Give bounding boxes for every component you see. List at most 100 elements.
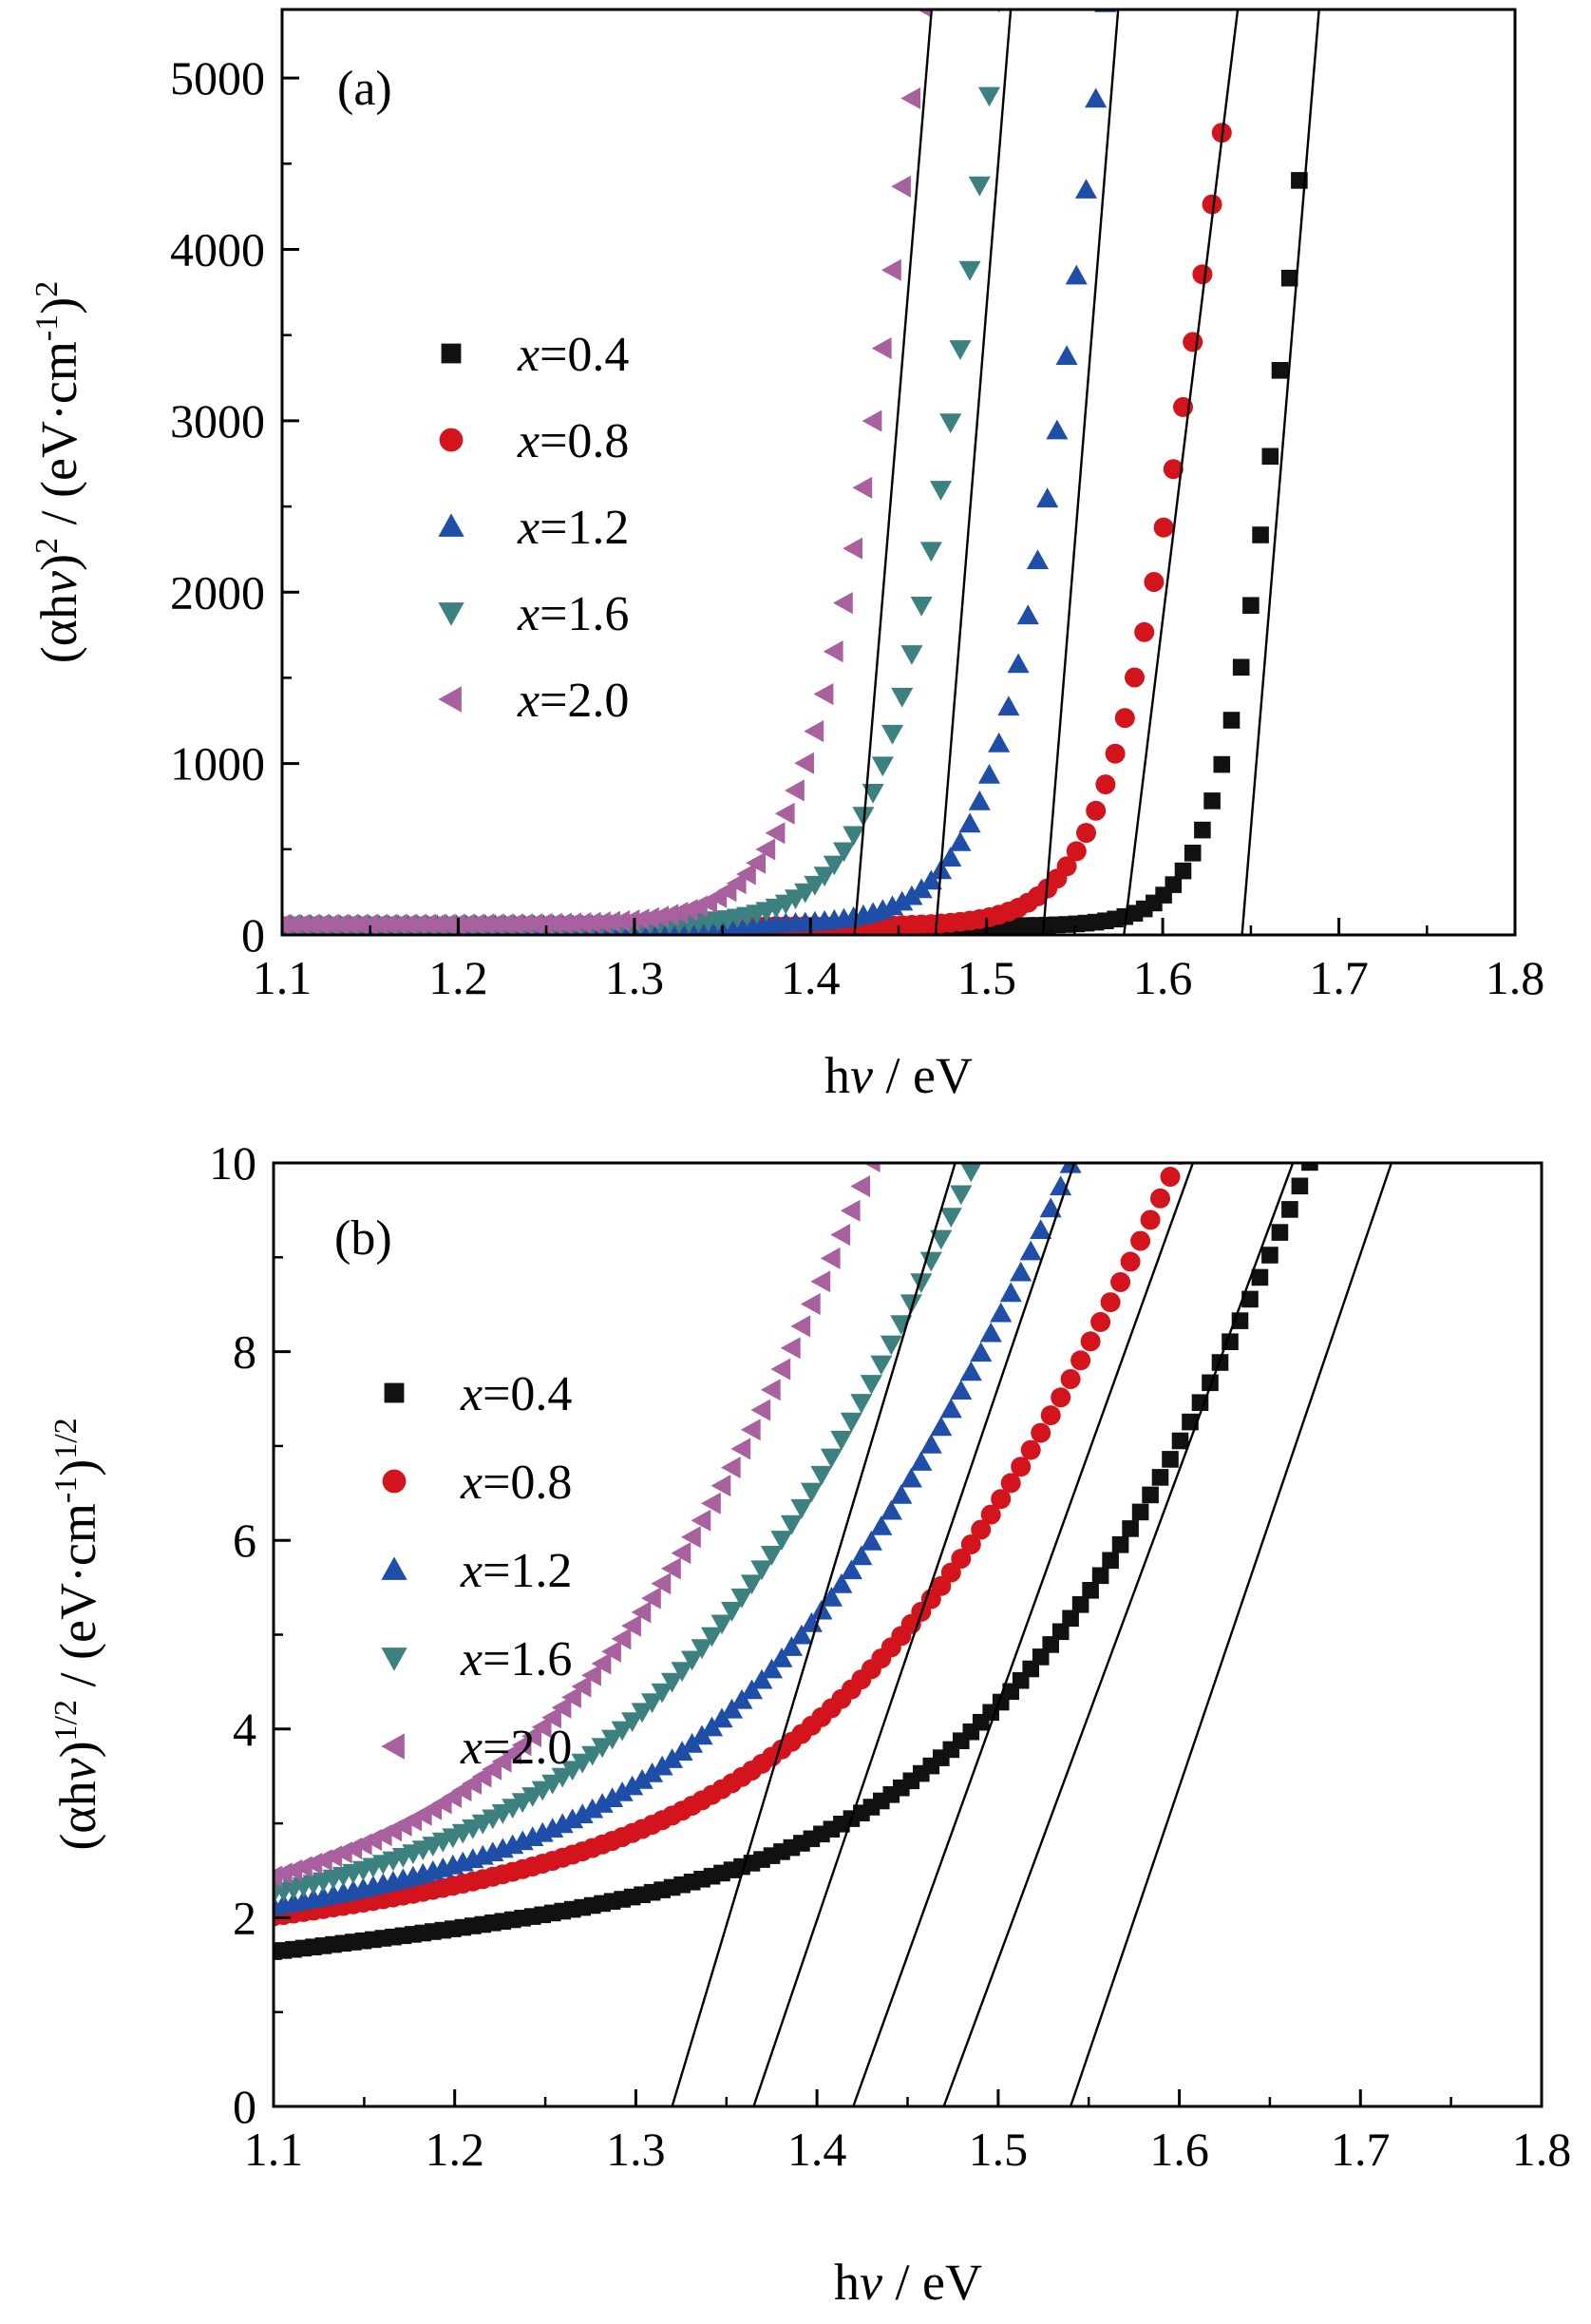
- panel-b-y-tick-label: 2: [233, 1891, 256, 1944]
- panel-a-data-point: [397, 913, 417, 935]
- panel-a-data-point: [464, 913, 485, 935]
- panel-b-data-point: [770, 1531, 793, 1551]
- panel-a-legend-label-var: x: [517, 328, 540, 382]
- panel-a-data-point: [1261, 448, 1279, 466]
- panel-b-legend-marker: [381, 1733, 405, 1760]
- panel-b-legend-label-var: x: [460, 1721, 483, 1775]
- panel-a-y-axis-label-part: -1: [29, 314, 65, 341]
- panel-b-y-axis-label-part: (αh: [49, 1781, 106, 1850]
- panel-b-y-axis-label-part: 1/2: [48, 1700, 84, 1741]
- panel-b-data-point: [950, 1380, 973, 1400]
- panel-b-data-point: [1102, 1552, 1119, 1570]
- panel-a-data-point: [1114, 708, 1135, 729]
- panel-a-data-point: [1194, 821, 1211, 839]
- panel-b-data-point: [1271, 1224, 1289, 1241]
- panel-a-data-point: [871, 337, 892, 360]
- panel-a-x-axis-label-part: h: [824, 1047, 850, 1104]
- panel-b-data-point: [1039, 1197, 1062, 1218]
- panel-b-fit-line: [942, 1163, 1295, 2106]
- panel-a-y-axis-label-part: ): [30, 554, 87, 571]
- panel-b-data-point: [950, 1185, 973, 1206]
- panel-b-y-tick-label: 0: [233, 2080, 256, 2133]
- panel-b-data-point: [671, 1741, 693, 1761]
- panel-b-x-axis-label-part: v: [860, 2254, 882, 2311]
- panel-a-data-point: [629, 908, 650, 931]
- panel-a-data-point: [1125, 667, 1145, 688]
- panel-b-x-tick-label: 1.6: [1149, 2123, 1209, 2176]
- panel-a-data-point: [785, 779, 805, 802]
- panel-a-data-point: [542, 912, 562, 935]
- panel-a-data-point: [804, 720, 824, 743]
- panel-a-series-x=0.8: [282, 123, 1232, 935]
- panel-a-data-point: [329, 913, 350, 935]
- panel-a-data-point: [1163, 459, 1184, 480]
- panel-a-data-point: [435, 913, 456, 935]
- panel-b-data-point: [621, 1712, 644, 1732]
- panel-b-data-point: [591, 1652, 612, 1675]
- panel-b-data-point: [1251, 1268, 1269, 1286]
- panel-b-marks: [274, 1163, 1393, 2106]
- panel-a-x-tick-label: 1.4: [781, 951, 841, 1004]
- panel-a-data-point: [310, 913, 330, 935]
- panel-a-data-point: [919, 869, 942, 890]
- panel-a-y-axis-label-part: 2: [29, 281, 65, 297]
- panel-a-data-point: [919, 542, 942, 562]
- panel-b-series-x=1.6: [274, 1163, 982, 1905]
- panel-b-data-point: [511, 1734, 532, 1757]
- panel-b-data-point: [661, 1557, 681, 1580]
- panel-b-data-point: [939, 1208, 962, 1228]
- panel-b-data-point: [1131, 1503, 1149, 1521]
- panel-a-data-point: [455, 913, 475, 935]
- panel-a-fit-line: [1241, 10, 1320, 935]
- panel-a-legend-label-value: =0.4: [540, 328, 629, 382]
- panel-a-x-tick-label: 1.5: [956, 951, 1016, 1004]
- panel-b-x-axis-label-part: h: [834, 2254, 860, 2311]
- panel-b-legend-label: x=1.2: [460, 1544, 572, 1598]
- panel-a-data-point: [900, 645, 923, 665]
- panel-a-data-point: [910, 597, 933, 617]
- panel-b-data-point: [770, 1358, 791, 1381]
- panel-b-data-point: [1122, 1520, 1139, 1537]
- panel-a-data-point: [377, 913, 398, 935]
- panel-a-data-point: [338, 913, 359, 935]
- panel-b-data-point: [991, 1489, 1012, 1510]
- panel-b-y-tick-label: 4: [233, 1703, 256, 1756]
- panel-a-data-point: [658, 904, 679, 926]
- panel-b-data-point: [840, 1559, 862, 1580]
- panel-b-x-axis-label: hv / eV: [834, 2254, 982, 2311]
- panel-b-data-point: [890, 1484, 913, 1504]
- panel-b-data-point: [611, 1721, 634, 1742]
- panel-a-data-point: [1056, 856, 1077, 877]
- panel-b-data-point: [1091, 1567, 1109, 1585]
- panel-b-legend-item: x=0.8: [382, 1456, 572, 1510]
- panel-a-legend-item: x=2.0: [438, 674, 629, 728]
- panel-b-data-point: [631, 1601, 652, 1624]
- panel-b-data-point: [1261, 1247, 1278, 1264]
- panel-b-series-x=0.8: [274, 1163, 1186, 1927]
- panel-b-data-point: [691, 1509, 711, 1532]
- panel-a-data-point: [774, 802, 795, 825]
- panel-b-data-point: [721, 1457, 741, 1479]
- chart-panel-a: 1.1 1.2 1.3 1.4 1.5 1.6 1.7 1.8 0 1000 2000 3000 400…: [29, 8, 1544, 1104]
- panel-a-data-point: [1076, 823, 1096, 844]
- panel-a-data-point: [1192, 264, 1213, 285]
- panel-a-data-point: [949, 340, 972, 360]
- panel-b-data-point: [1070, 1350, 1091, 1371]
- panel-b-legend: x=0.4x=0.8x=1.2x=1.6x=2.0: [381, 1367, 572, 1775]
- panel-b-data-point: [1150, 1188, 1170, 1209]
- panel-b-data-point: [980, 1504, 1001, 1525]
- panel-b-data-point: [1062, 1610, 1079, 1628]
- panel-b-y-axis-label-part: ): [49, 1459, 106, 1476]
- panel-b-data-point: [1191, 1394, 1209, 1411]
- panel-b-data-point: [900, 1467, 922, 1488]
- panel-a-data-point: [900, 885, 923, 905]
- panel-a-series-x=2.0: [282, 10, 931, 935]
- panel-a-data-point: [649, 905, 669, 928]
- panel-a-legend: x=0.4x=0.8x=1.2x=1.6x=2.0: [438, 328, 629, 728]
- panel-a-data-point: [1085, 87, 1108, 108]
- panel-a-data-point: [1055, 345, 1078, 365]
- panel-a-y-axis-label-part: ): [30, 297, 87, 314]
- panel-b-data-point: [1019, 1240, 1042, 1261]
- panel-b-data-point: [750, 1668, 773, 1689]
